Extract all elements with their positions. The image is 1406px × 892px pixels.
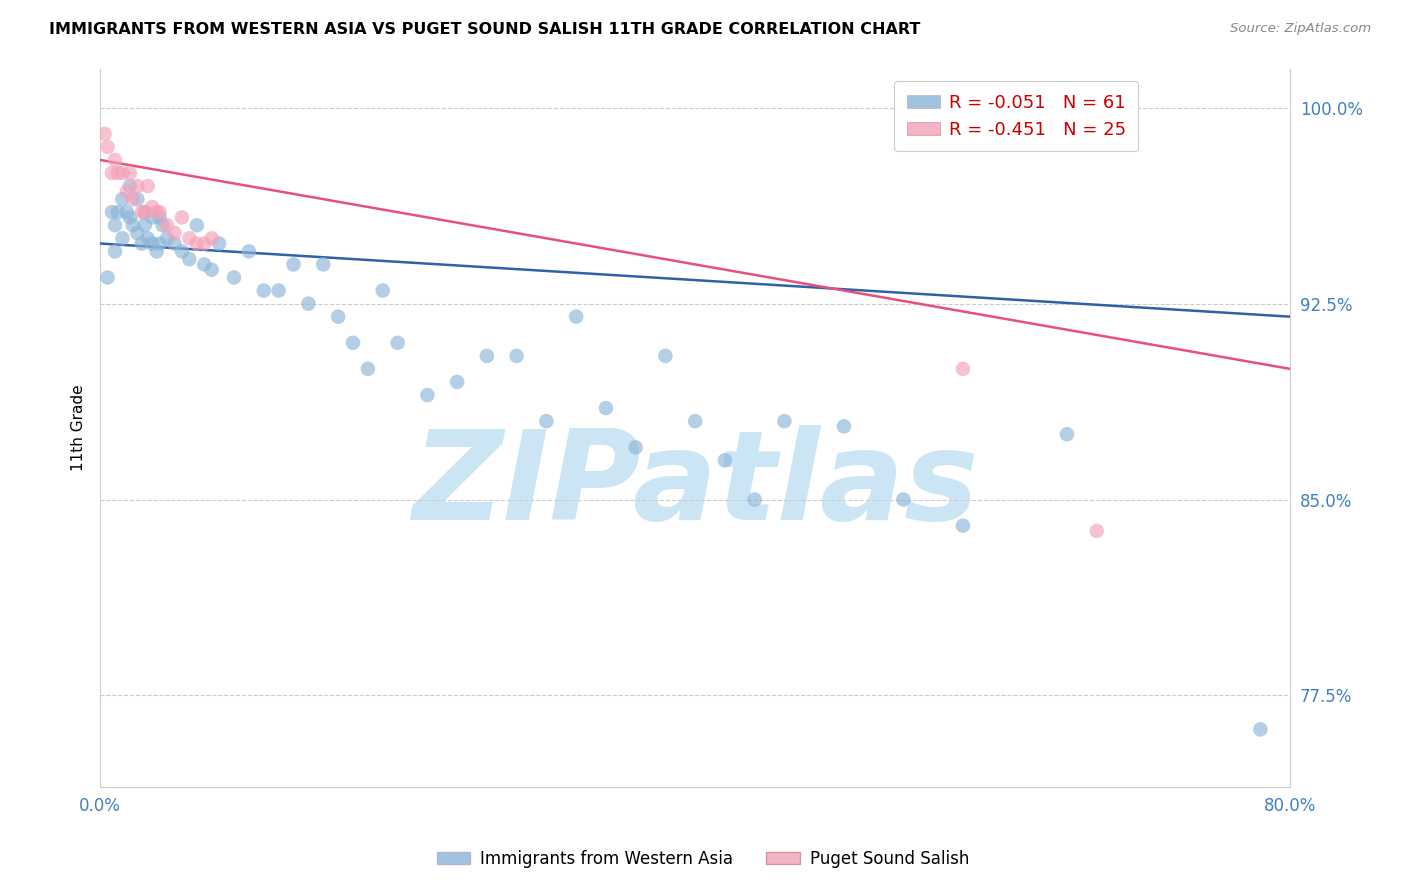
Point bbox=[97, 140, 120, 154]
Point bbox=[136, 179, 159, 194]
Point bbox=[152, 219, 174, 233]
Point bbox=[342, 335, 364, 350]
Point bbox=[131, 205, 153, 219]
Point bbox=[357, 362, 380, 376]
Point bbox=[208, 236, 231, 251]
Point bbox=[156, 231, 179, 245]
Point bbox=[111, 166, 134, 180]
Point bbox=[101, 166, 124, 180]
Point bbox=[97, 270, 120, 285]
Point bbox=[141, 200, 163, 214]
Point bbox=[101, 205, 124, 219]
Point bbox=[744, 492, 766, 507]
Point bbox=[118, 179, 141, 194]
Point bbox=[654, 349, 676, 363]
Point bbox=[714, 453, 737, 467]
Legend: R = -0.051   N = 61, R = -0.451   N = 25: R = -0.051 N = 61, R = -0.451 N = 25 bbox=[894, 81, 1139, 152]
Text: Source: ZipAtlas.com: Source: ZipAtlas.com bbox=[1230, 22, 1371, 36]
Point bbox=[193, 236, 215, 251]
Point bbox=[170, 244, 193, 259]
Point bbox=[127, 226, 149, 240]
Legend: Immigrants from Western Asia, Puget Sound Salish: Immigrants from Western Asia, Puget Soun… bbox=[430, 844, 976, 875]
Point bbox=[131, 236, 153, 251]
Point bbox=[832, 419, 855, 434]
Point bbox=[952, 362, 974, 376]
Point bbox=[193, 257, 215, 271]
Point bbox=[121, 219, 143, 233]
Point bbox=[893, 492, 915, 507]
Point bbox=[127, 192, 149, 206]
Point bbox=[141, 236, 163, 251]
Point bbox=[201, 231, 224, 245]
Point bbox=[134, 219, 156, 233]
Point bbox=[141, 211, 163, 225]
Point bbox=[505, 349, 527, 363]
Point bbox=[683, 414, 706, 428]
Point bbox=[104, 244, 127, 259]
Point bbox=[595, 401, 617, 415]
Point bbox=[773, 414, 796, 428]
Point bbox=[149, 211, 172, 225]
Point bbox=[156, 219, 179, 233]
Point bbox=[134, 205, 156, 219]
Point bbox=[222, 270, 245, 285]
Point bbox=[111, 192, 134, 206]
Point bbox=[179, 231, 201, 245]
Point bbox=[201, 262, 224, 277]
Point bbox=[536, 414, 558, 428]
Point bbox=[163, 226, 186, 240]
Point bbox=[149, 205, 172, 219]
Point bbox=[104, 153, 127, 167]
Point bbox=[170, 211, 193, 225]
Point bbox=[312, 257, 335, 271]
Point bbox=[253, 284, 276, 298]
Point bbox=[163, 236, 186, 251]
Point bbox=[145, 244, 167, 259]
Point bbox=[121, 192, 143, 206]
Point bbox=[115, 205, 138, 219]
Point bbox=[326, 310, 349, 324]
Point bbox=[267, 284, 290, 298]
Point bbox=[107, 166, 129, 180]
Point bbox=[127, 179, 149, 194]
Point bbox=[107, 205, 129, 219]
Point bbox=[1085, 524, 1108, 538]
Point bbox=[145, 205, 167, 219]
Point bbox=[179, 252, 201, 267]
Point bbox=[186, 219, 208, 233]
Point bbox=[238, 244, 260, 259]
Point bbox=[416, 388, 439, 402]
Text: ZIPatlas: ZIPatlas bbox=[412, 425, 979, 546]
Point bbox=[149, 236, 172, 251]
Point bbox=[1056, 427, 1078, 442]
Point bbox=[952, 518, 974, 533]
Point bbox=[93, 127, 115, 141]
Point bbox=[186, 236, 208, 251]
Point bbox=[283, 257, 305, 271]
Point bbox=[111, 231, 134, 245]
Point bbox=[446, 375, 468, 389]
Point bbox=[115, 184, 138, 198]
Point bbox=[387, 335, 409, 350]
Point bbox=[565, 310, 588, 324]
Point bbox=[118, 211, 141, 225]
Point bbox=[136, 231, 159, 245]
Point bbox=[475, 349, 498, 363]
Point bbox=[371, 284, 394, 298]
Text: IMMIGRANTS FROM WESTERN ASIA VS PUGET SOUND SALISH 11TH GRADE CORRELATION CHART: IMMIGRANTS FROM WESTERN ASIA VS PUGET SO… bbox=[49, 22, 921, 37]
Point bbox=[624, 440, 647, 454]
Point bbox=[118, 166, 141, 180]
Point bbox=[297, 296, 319, 310]
Y-axis label: 11th Grade: 11th Grade bbox=[72, 384, 86, 471]
Point bbox=[1249, 723, 1271, 737]
Point bbox=[134, 205, 156, 219]
Point bbox=[104, 219, 127, 233]
